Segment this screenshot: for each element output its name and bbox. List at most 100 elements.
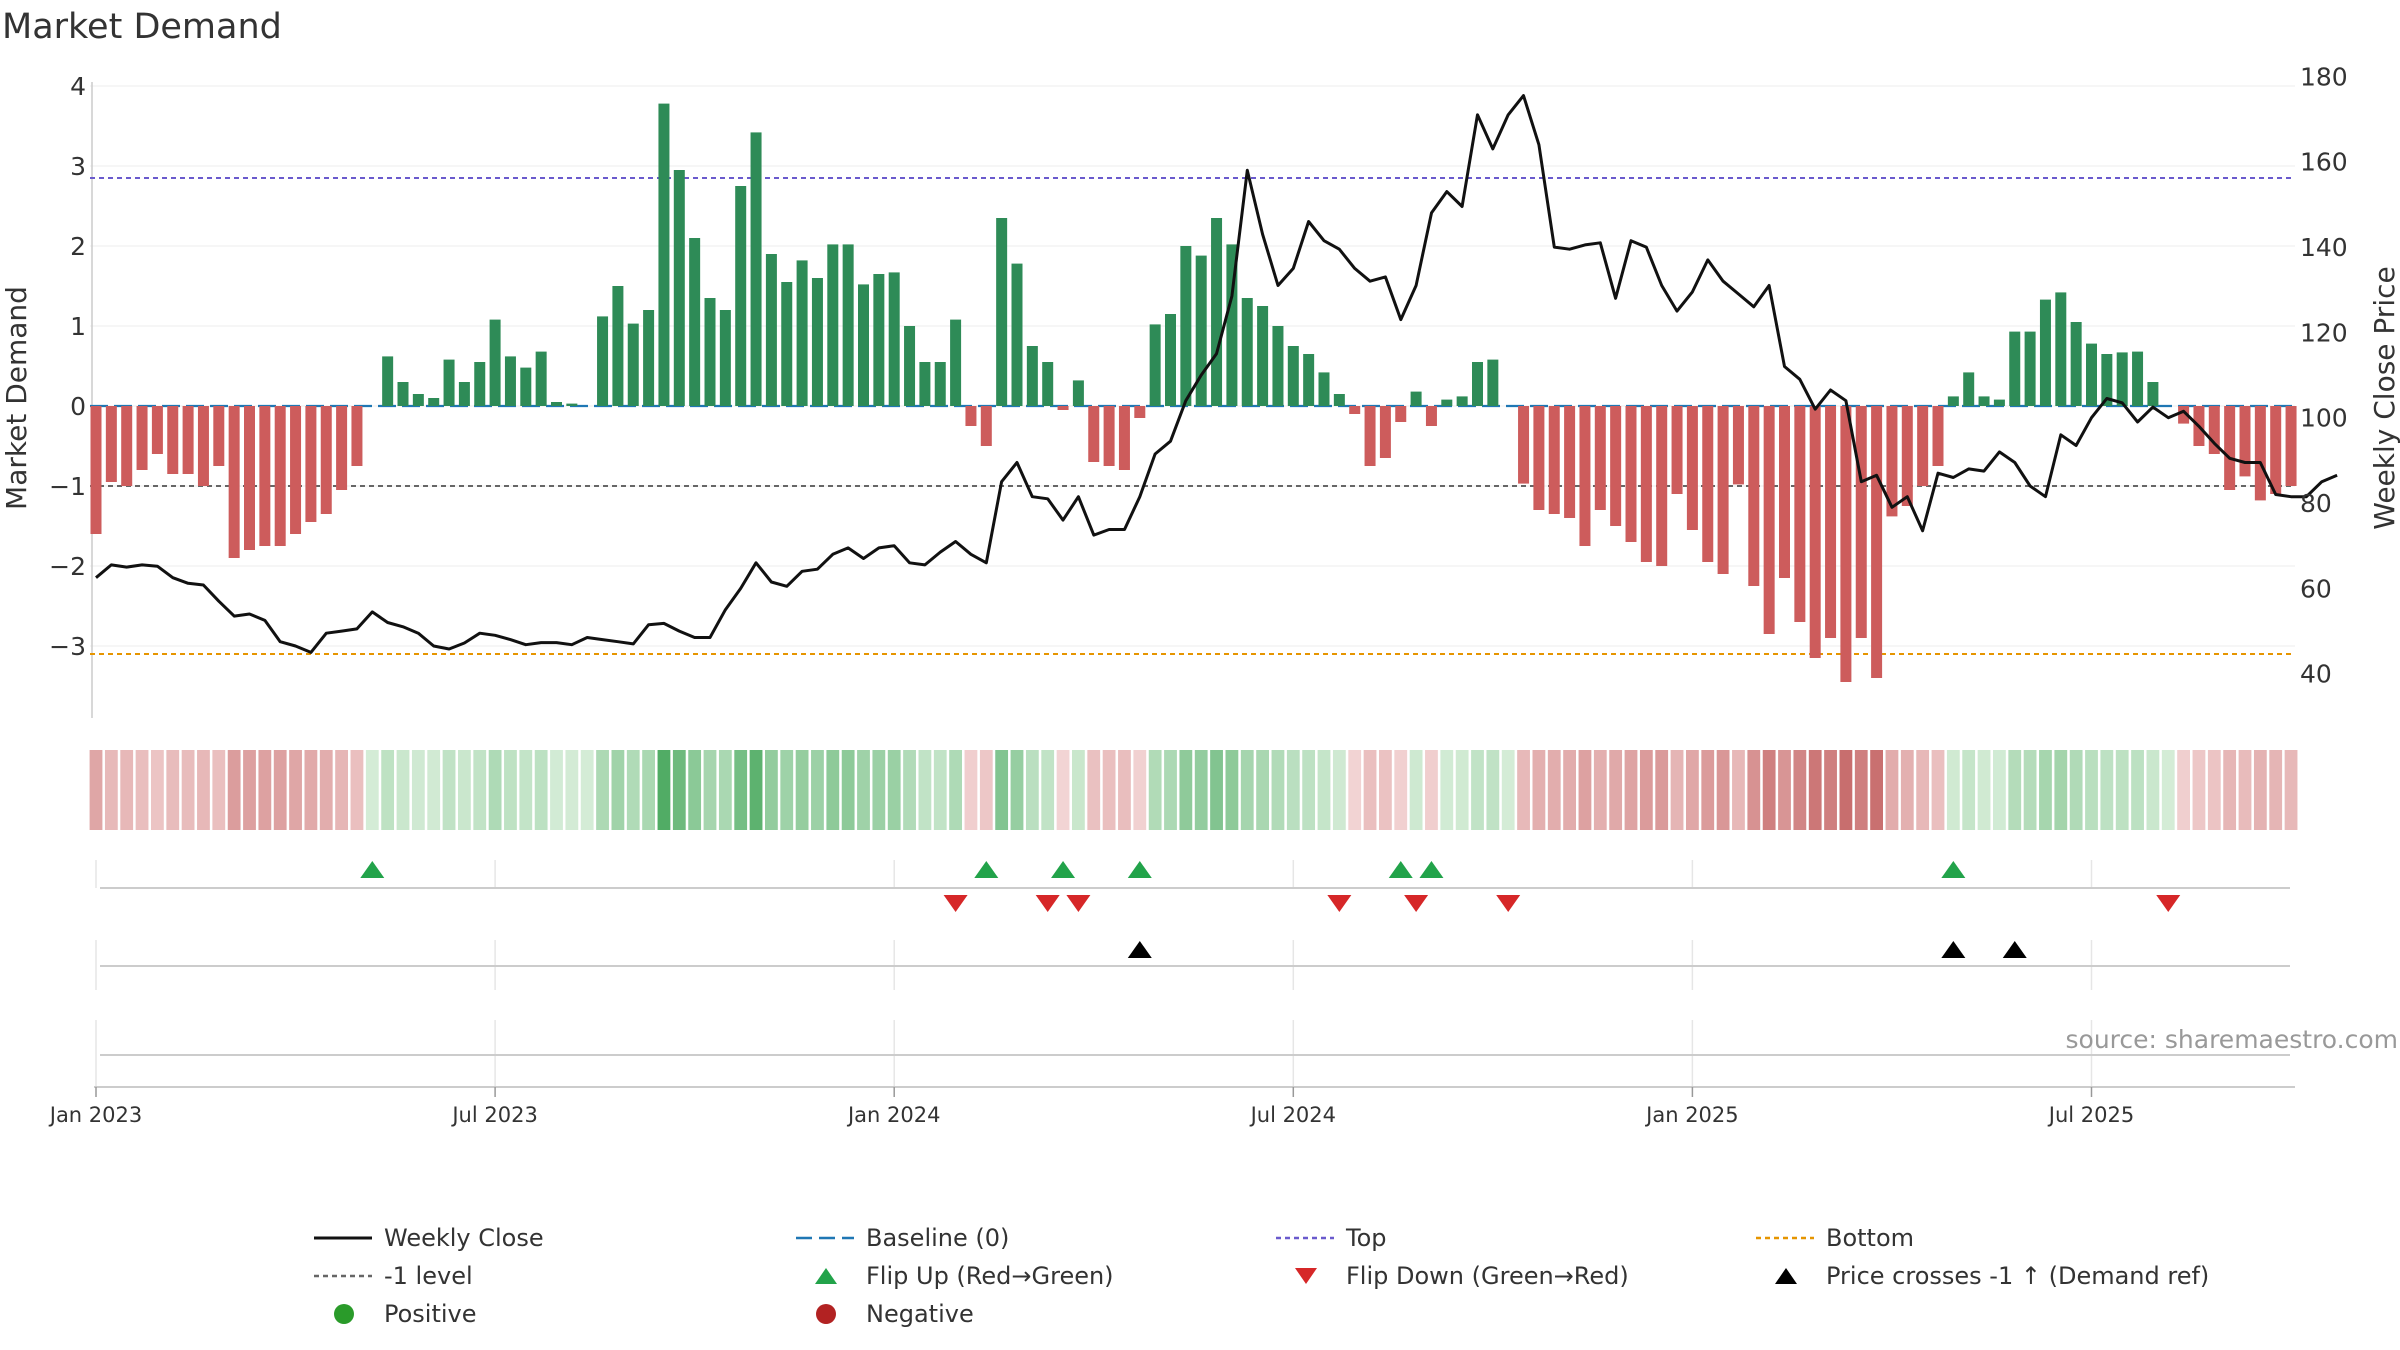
legend-item: Top [1276, 1224, 1387, 1252]
demand-bar [597, 316, 609, 406]
demand-bar [1686, 406, 1698, 530]
demand-bar [1072, 380, 1084, 406]
heatmap-cell [1686, 750, 1699, 830]
demand-bar [1917, 406, 1929, 486]
demand-bar [1134, 406, 1146, 418]
demand-bar [1717, 406, 1729, 574]
heatmap-cell [1072, 750, 1085, 830]
demand-bar [1886, 406, 1898, 517]
heatmap-cell [2161, 750, 2175, 830]
heatmap-cell [1639, 750, 1653, 830]
demand-bar [121, 406, 133, 486]
heatmap-cell [1854, 750, 1868, 830]
heatmap-cell [1962, 750, 1976, 830]
demand-bar [2208, 406, 2220, 454]
heatmap-cell [396, 750, 410, 830]
heatmap-cell [473, 750, 487, 830]
right-tick-label: 160 [2300, 148, 2348, 177]
demand-bar [1011, 263, 1023, 406]
legend-label: Weekly Close [384, 1224, 544, 1252]
heatmap-cell [1655, 750, 1669, 830]
right-tick-label: 80 [2300, 489, 2332, 518]
right-tick-label: 100 [2300, 404, 2348, 433]
left-tick-label: −3 [49, 632, 86, 661]
heatmap-cell [534, 750, 548, 830]
demand-bar [1318, 372, 1330, 406]
heatmap-cell [2238, 750, 2252, 830]
demand-bar [811, 278, 823, 406]
legend-label: Price crosses -1 ↑ (Demand ref) [1826, 1262, 2209, 1290]
demand-bar [689, 238, 701, 406]
left-tick-label: −2 [49, 552, 86, 581]
legend-item: Baseline (0) [796, 1224, 1009, 1252]
demand-bar [197, 406, 209, 486]
legend-item: Positive [334, 1300, 477, 1328]
heatmap-cell [258, 750, 272, 830]
demand-bar [2285, 406, 2297, 486]
demand-bar [2116, 352, 2128, 406]
heatmap-cell [458, 750, 471, 830]
heatmap-cell [2069, 750, 2083, 830]
heatmap-cell [949, 750, 962, 830]
demand-bar [1165, 314, 1176, 406]
heatmap-cell [1041, 750, 1055, 830]
heatmap-cell [227, 750, 241, 830]
demand-bar [1287, 346, 1299, 406]
demand-bar [1901, 406, 1913, 506]
demand-bar [504, 356, 516, 406]
heatmap-cell [841, 750, 855, 830]
demand-bar [2270, 406, 2282, 494]
legend-item: Negative [816, 1300, 974, 1328]
heatmap-cell [1808, 750, 1822, 830]
heatmap-cell [550, 750, 563, 830]
y-axis-label-right: Weekly Close Price [2368, 266, 2400, 529]
heatmap-cell [703, 750, 717, 830]
heatmap-cell [642, 750, 655, 830]
heatmap-cell [903, 750, 916, 830]
demand-bar [719, 310, 731, 406]
flip-up-marker [1051, 861, 1076, 878]
left-axis-ticks: 4 3 2 1 0 −1 −2 −3 [49, 72, 86, 661]
heatmap-cell [2054, 750, 2068, 830]
demand-bar [244, 406, 255, 550]
heatmap-cell [1578, 750, 1592, 830]
demand-bar [1180, 246, 1192, 406]
legend-item: Flip Down (Green→Red) [1295, 1262, 1629, 1290]
x-tick-label: Jan 2023 [48, 1103, 143, 1127]
demand-bar [750, 132, 762, 406]
demand-bar [1533, 406, 1545, 510]
heatmap-cell [1440, 750, 1454, 830]
demand-bar [259, 406, 271, 546]
heatmap-cell [2223, 750, 2237, 830]
legend-label: Bottom [1826, 1224, 1914, 1252]
demand-bar [1441, 399, 1453, 406]
heatmap-cell [304, 750, 318, 830]
heatmap-cell [1102, 750, 1116, 830]
legend-item: Flip Up (Red→Green) [815, 1262, 1114, 1290]
price-cross-marker [1127, 941, 1152, 958]
heatmap-cell [2253, 750, 2267, 830]
heatmap-cell [197, 750, 210, 830]
demand-bar [1103, 406, 1115, 466]
legend-label: Top [1345, 1224, 1387, 1252]
heatmap-cell [1547, 750, 1561, 830]
demand-bar [1932, 406, 1944, 466]
heatmap-cell [1563, 750, 1576, 830]
heatmap-cell [565, 750, 579, 830]
heatmap-cell [857, 750, 870, 830]
source-credit: source: sharemaestro.com [2066, 1025, 2399, 1054]
heatmap-cell [120, 750, 134, 830]
legend-item: Bottom [1756, 1224, 1914, 1252]
heatmap-cell [611, 750, 625, 830]
heatmap-cell [243, 750, 256, 830]
heatmap-cell [151, 750, 164, 830]
heatmap-cell [1900, 750, 1914, 830]
right-tick-label: 180 [2300, 62, 2348, 91]
heatmap-cell [1532, 750, 1546, 830]
demand-bar [873, 274, 885, 406]
heatmap-cell [1824, 750, 1837, 830]
demand-bar [1333, 394, 1345, 406]
chart-title: Market Demand [2, 7, 282, 47]
demand-bar [1257, 306, 1269, 406]
demand-bar [489, 319, 501, 406]
